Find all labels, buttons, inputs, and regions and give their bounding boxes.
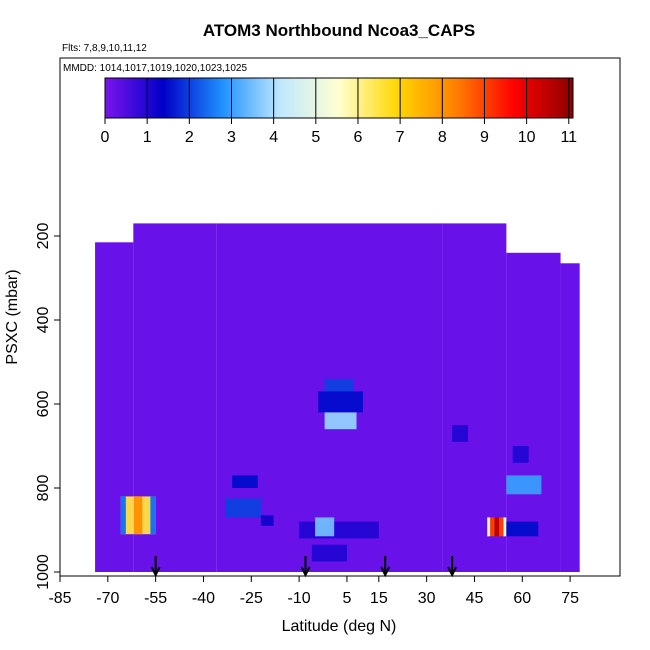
concentration-cell xyxy=(311,544,347,562)
concentration-cell xyxy=(315,517,335,537)
x-tick-label: -85 xyxy=(48,590,71,607)
colorbar-tick-label: 0 xyxy=(101,129,110,146)
concentration-cell xyxy=(225,498,261,518)
concentration-peak xyxy=(133,496,143,535)
concentration-cell xyxy=(318,391,363,413)
coverage-region xyxy=(506,252,561,573)
x-axis-title: Latitude (deg N) xyxy=(282,618,397,635)
concentration-cell xyxy=(299,521,379,539)
colorbar-tick-label: 6 xyxy=(354,129,363,146)
x-tick-label: -40 xyxy=(192,590,215,607)
colorbar-tick-label: 10 xyxy=(518,129,536,146)
flights-note: Flts: 7,8,9,10,11,12 xyxy=(62,43,147,54)
colorbar-tick-label: 4 xyxy=(269,129,278,146)
colorbar-tick-label: 1 xyxy=(143,129,152,146)
y-tick-label: 800 xyxy=(35,475,52,502)
concentration-cell xyxy=(260,515,274,526)
x-tick-label: 15 xyxy=(370,590,388,607)
x-axis: -85 -70 -55 -40 -25 -10 5 15 30 45 60 75 xyxy=(48,576,579,607)
x-tick-label: 30 xyxy=(418,590,436,607)
concentration-edge xyxy=(120,496,126,535)
concentration-cell xyxy=(324,412,357,430)
colorbar-tick-label: 8 xyxy=(438,129,447,146)
coverage-region xyxy=(560,263,580,572)
colorbar-gradient xyxy=(104,77,574,119)
flight-start-markers xyxy=(150,556,458,578)
x-tick-label: 5 xyxy=(342,590,351,607)
y-tick-label: 200 xyxy=(35,223,52,250)
plot-frame xyxy=(59,57,621,577)
y-tick-label: 600 xyxy=(35,391,52,418)
concentration-cell xyxy=(506,475,542,495)
x-tick-label: -25 xyxy=(240,590,263,607)
flight-start-arrow xyxy=(447,556,458,578)
colorbar-tick-label: 3 xyxy=(227,129,236,146)
x-tick-label: -10 xyxy=(288,590,311,607)
x-tick-label: -55 xyxy=(144,590,167,607)
colorbar-tick-label: 11 xyxy=(560,129,577,146)
x-tick-label: 75 xyxy=(561,590,579,607)
y-axis-title: PSXC (mbar) xyxy=(4,269,21,364)
colorbar: 0 1 2 3 4 5 6 7 8 9 10 11 xyxy=(101,77,577,146)
plot-area xyxy=(95,223,580,573)
concentration-cell xyxy=(232,475,258,488)
colorbar-tick-label: 2 xyxy=(185,129,194,146)
x-tick-label: 45 xyxy=(466,590,484,607)
flight-start-arrow xyxy=(300,556,311,578)
concentration-cell xyxy=(324,378,354,392)
concentration-edge xyxy=(150,496,156,535)
y-tick-label: 1000 xyxy=(35,554,52,590)
x-tick-label: -70 xyxy=(96,590,119,607)
y-axis: 200 400 600 800 1000 xyxy=(35,223,60,590)
concentration-edge xyxy=(503,517,507,537)
concentration-cell xyxy=(512,446,529,463)
flight-start-arrow xyxy=(380,556,391,578)
concentration-cell xyxy=(506,521,539,537)
colorbar-tick-label: 9 xyxy=(480,129,489,146)
coverage-region xyxy=(442,223,507,572)
flight-start-arrow xyxy=(150,556,161,578)
colorbar-tick-label: 5 xyxy=(311,129,320,146)
colorbar-tick-label: 7 xyxy=(396,129,405,146)
concentration-cell xyxy=(452,425,469,442)
dates-note: MMDD: 1014,1017,1019,1020,1023,1025 xyxy=(63,63,247,74)
chart-title: ATOM3 Northbound Ncoa3_CAPS xyxy=(203,21,475,40)
concentration-peak xyxy=(494,517,500,537)
y-tick-label: 400 xyxy=(35,307,52,334)
x-tick-label: 60 xyxy=(513,590,531,607)
concentration-edge xyxy=(487,517,491,537)
